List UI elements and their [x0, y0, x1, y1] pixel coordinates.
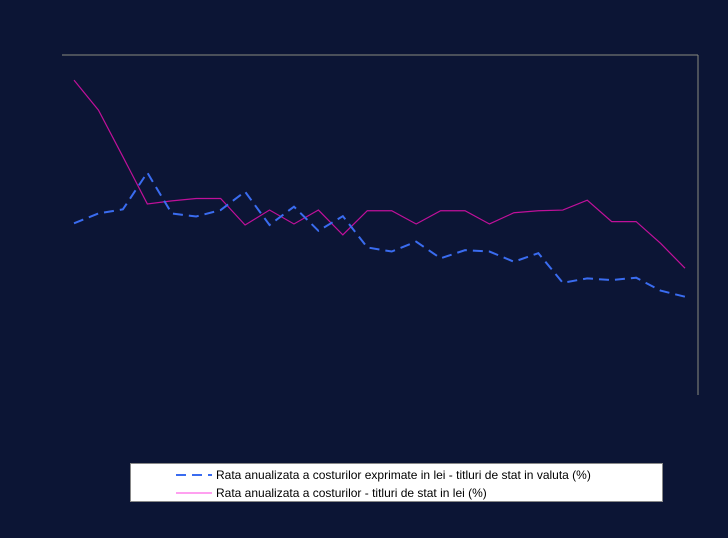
legend-label: Rata anualizata a costurilor exprimate i… — [216, 468, 591, 482]
legend-label: Rata anualizata a costurilor - titluri d… — [216, 486, 487, 500]
series-layer — [73, 79, 686, 298]
legend-item-valuta: Rata anualizata a costurilor exprimate i… — [176, 467, 591, 483]
legend: Rata anualizata a costurilor exprimate i… — [130, 463, 663, 502]
series-line-valuta — [73, 170, 686, 298]
series-line-lei — [73, 79, 686, 269]
legend-solid-line-icon — [176, 492, 212, 494]
legend-item-lei: Rata anualizata a costurilor - titluri d… — [176, 485, 487, 501]
legend-dashed-line-icon — [176, 474, 212, 476]
